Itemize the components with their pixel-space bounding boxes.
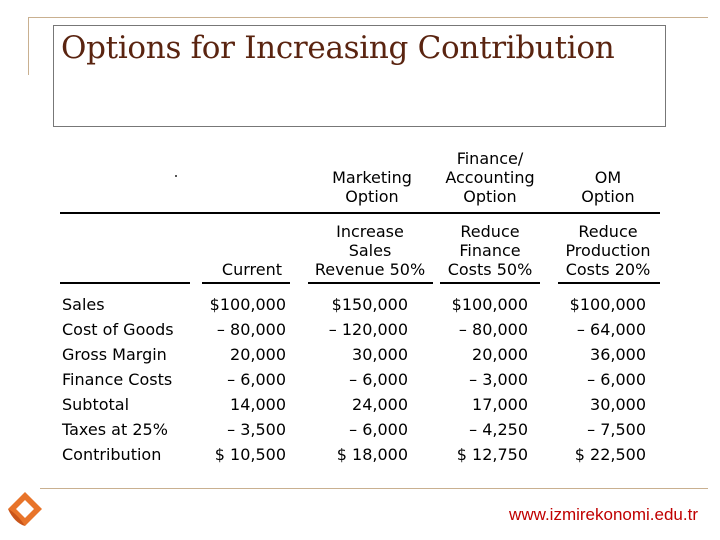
- header-underline-finance: [440, 282, 540, 284]
- footer-line: [40, 488, 708, 489]
- header-underline-current: [202, 282, 290, 284]
- cell: 24,000: [352, 395, 408, 414]
- cell: 36,000: [590, 345, 646, 364]
- cell: 30,000: [590, 395, 646, 414]
- cell: – 3,000: [469, 370, 528, 389]
- cell: 20,000: [472, 345, 528, 364]
- cell: $ 10,500: [214, 445, 286, 464]
- frame-left-line: [28, 17, 29, 75]
- header-rule: [60, 212, 660, 214]
- cell: $ 22,500: [574, 445, 646, 464]
- column-marketing: $150,000 – 120,000 30,000 – 6,000 24,000…: [300, 292, 408, 467]
- header-underline-om: [558, 282, 660, 284]
- header-finance-sub: Reduce Finance Costs 50%: [447, 222, 533, 279]
- cell: $ 18,000: [336, 445, 408, 464]
- header-underline-labels: [60, 282, 190, 284]
- row-label: Contribution: [62, 445, 162, 464]
- slide-title: Options for Increasing Contribution: [61, 30, 615, 66]
- stray-dot: [175, 175, 177, 177]
- university-logo-icon: [8, 492, 42, 526]
- cell: 17,000: [472, 395, 528, 414]
- cell: – 6,000: [349, 420, 408, 439]
- cell: 30,000: [352, 345, 408, 364]
- header-finance-option: Finance/ Accounting Option: [445, 149, 535, 206]
- cell: $100,000: [569, 295, 646, 314]
- cell: – 6,000: [349, 370, 408, 389]
- cell: – 120,000: [328, 320, 408, 339]
- header-current: Current: [221, 260, 282, 279]
- row-label: Subtotal: [62, 395, 130, 414]
- cell: $100,000: [451, 295, 528, 314]
- header-underline-marketing: [308, 282, 433, 284]
- row-label: Sales: [62, 295, 105, 314]
- cell: – 80,000: [458, 320, 528, 339]
- row-label: Taxes at 25%: [62, 420, 168, 439]
- header-om-option: OM Option: [581, 168, 635, 206]
- cell: $100,000: [209, 295, 286, 314]
- row-labels: Sales Cost of Goods Gross Margin Finance…: [62, 292, 174, 467]
- cell: 20,000: [230, 345, 286, 364]
- cell: 14,000: [230, 395, 286, 414]
- frame-top-line: [28, 17, 708, 18]
- column-finance: $100,000 – 80,000 20,000 – 3,000 17,000 …: [420, 292, 528, 467]
- column-om: $100,000 – 64,000 36,000 – 6,000 30,000 …: [538, 292, 646, 467]
- cell: – 64,000: [576, 320, 646, 339]
- cell: $ 12,750: [456, 445, 528, 464]
- cell: – 6,000: [227, 370, 286, 389]
- header-marketing-sub: Increase Sales Revenue 50%: [314, 222, 426, 279]
- cell: – 7,500: [587, 420, 646, 439]
- cell: – 3,500: [227, 420, 286, 439]
- title-box: [53, 25, 666, 127]
- cell: – 6,000: [587, 370, 646, 389]
- row-label: Cost of Goods: [62, 320, 174, 339]
- row-label: Gross Margin: [62, 345, 167, 364]
- column-current: $100,000 – 80,000 20,000 – 6,000 14,000 …: [190, 292, 286, 467]
- footer-url[interactable]: www.izmirekonomi.edu.tr: [509, 505, 698, 524]
- row-label: Finance Costs: [62, 370, 173, 389]
- cell: $150,000: [331, 295, 408, 314]
- header-om-sub: Reduce Production Costs 20%: [565, 222, 651, 279]
- cell: – 4,250: [469, 420, 528, 439]
- cell: – 80,000: [216, 320, 286, 339]
- header-marketing-option: Marketing Option: [332, 168, 412, 206]
